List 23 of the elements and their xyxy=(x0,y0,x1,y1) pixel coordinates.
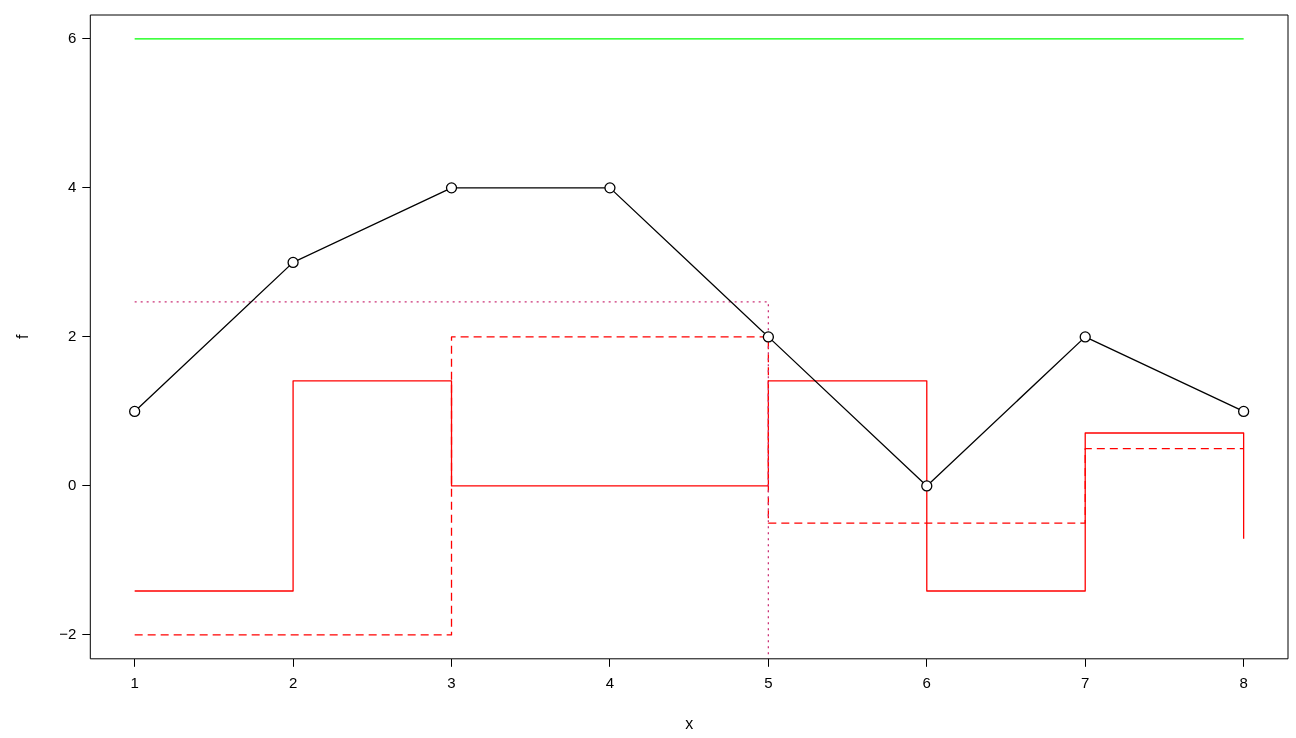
x-tick-label: 5 xyxy=(764,673,773,691)
y-tick-label: 4 xyxy=(67,178,77,196)
x-tick-label: 6 xyxy=(922,673,931,691)
y-axis-title: f xyxy=(14,334,32,340)
y-tick-label: 6 xyxy=(67,28,77,46)
point xyxy=(129,405,141,418)
point xyxy=(762,331,775,343)
point xyxy=(445,182,458,194)
point xyxy=(921,480,933,492)
x-tick-label: 4 xyxy=(605,673,615,691)
x-tick-label: 8 xyxy=(1239,673,1248,691)
point xyxy=(1237,405,1250,418)
x-tick-label: 1 xyxy=(130,673,139,691)
y-tick-label: −2 xyxy=(59,625,77,643)
x-tick-label: 3 xyxy=(447,673,456,691)
point xyxy=(287,256,299,269)
x-tick-label: 7 xyxy=(1081,673,1090,691)
point xyxy=(604,182,616,194)
x-axis-title: x xyxy=(685,714,694,732)
x-tick-label: 2 xyxy=(288,673,298,691)
y-tick-label: 0 xyxy=(67,476,77,494)
point xyxy=(1079,331,1091,343)
y-tick-label: 2 xyxy=(67,327,77,345)
